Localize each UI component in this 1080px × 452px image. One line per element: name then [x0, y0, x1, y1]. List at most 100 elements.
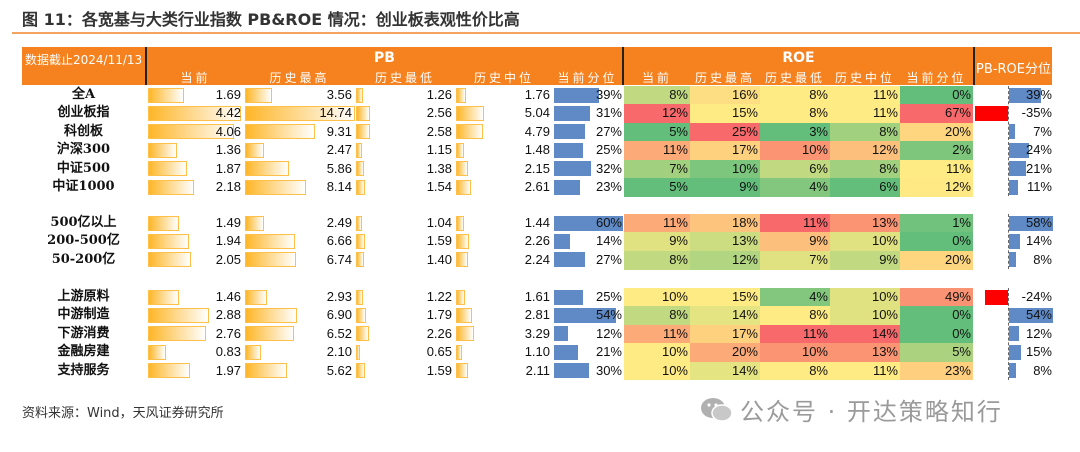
roe-heat-cell	[624, 232, 690, 252]
pbroe-zero-axis	[1008, 86, 1009, 197]
pb-data-bar	[356, 307, 366, 323]
pb-value: 1.49	[215, 215, 241, 230]
roe-heat-cell	[760, 86, 830, 105]
row-label: 中证1000	[52, 179, 115, 194]
pbroe-bar	[1009, 344, 1022, 360]
roe-value: 17%	[731, 142, 758, 158]
roe-value: 11%	[872, 105, 898, 121]
pb-data-bar	[148, 215, 180, 231]
roe-heat-cell	[760, 324, 830, 344]
roe-heat-cell	[830, 306, 900, 326]
roe-heat-cell	[830, 250, 900, 270]
row-label: 500亿以上	[50, 215, 117, 230]
roe-heat-cell	[690, 306, 760, 326]
roe-heat-cell	[624, 324, 690, 344]
pb-value: 2.26	[524, 233, 550, 249]
pb-percentile-bar	[554, 124, 586, 140]
pb-percentile-bar	[554, 252, 586, 268]
pb-value: 2.47	[326, 142, 352, 158]
pb-data-bar	[456, 105, 485, 121]
roe-value: 5%	[669, 179, 688, 194]
roe-value: 8%	[669, 307, 688, 323]
roe-value: 10%	[661, 362, 688, 378]
pbroe-bar	[1009, 161, 1027, 177]
pb-value: 2.88	[215, 307, 241, 323]
pb-value: 2.56	[426, 105, 452, 121]
roe-heat-cell	[830, 141, 900, 161]
pbroe-value: 8%	[1033, 362, 1052, 378]
pb-value: 14.74	[319, 105, 352, 121]
roe-value: 8%	[669, 251, 688, 267]
divider	[145, 47, 147, 85]
pbroe-value: 21%	[1025, 160, 1052, 176]
source-note: 资料来源：Wind，天风证券研究所	[22, 406, 224, 421]
pb-value: 2.18	[215, 179, 241, 194]
pb-data-bar	[356, 289, 363, 305]
roe-heat-cell	[900, 232, 973, 252]
pbroe-bar	[1009, 326, 1019, 342]
pb-value: 2.15	[524, 160, 550, 176]
pb-value: 2.49	[326, 215, 352, 230]
roe-value: 11%	[872, 362, 898, 378]
pb-data-bar	[148, 252, 192, 268]
pb-data-bar	[456, 142, 465, 158]
roe-value: 13%	[731, 233, 758, 249]
pb-data-bar	[356, 233, 365, 249]
pb-value: 6.66	[326, 233, 352, 249]
row-label: 50-200亿	[51, 251, 116, 267]
pb-percentile-value: 25%	[595, 289, 622, 304]
pbroe-value: 8%	[1033, 251, 1052, 267]
roe-value: 5%	[669, 123, 688, 139]
row-label: 下游消费	[57, 325, 110, 341]
pb-data-bar	[356, 363, 365, 379]
roe-value: 6%	[809, 160, 828, 176]
roe-heat-cell	[624, 343, 690, 363]
roe-heat-cell	[900, 214, 973, 233]
pb-data-bar	[245, 161, 290, 177]
pb-data-bar	[456, 326, 475, 342]
roe-heat-cell	[830, 159, 900, 179]
pbroe-value: -24%	[1021, 289, 1052, 304]
roe-heat-cell	[690, 122, 760, 142]
roe-value: 2%	[952, 142, 971, 158]
roe-heat-cell	[900, 324, 973, 344]
row-label: 沪深300	[56, 142, 111, 158]
roe-value: 8%	[809, 87, 828, 102]
roe-value: 6%	[879, 179, 898, 194]
pb-value: 1.48	[524, 142, 550, 158]
roe-value: 7%	[669, 160, 688, 176]
divider	[973, 47, 975, 85]
roe-value: 1%	[952, 215, 971, 230]
pb-value: 4.42	[215, 105, 241, 121]
pb-value: 6.90	[326, 307, 352, 323]
roe-column-header: 当前分位	[906, 71, 967, 85]
pb-data-bar	[148, 179, 194, 195]
pb-value: 1.94	[215, 233, 241, 249]
roe-heat-cell	[900, 361, 973, 381]
roe-value: 25%	[731, 123, 758, 139]
roe-heat-cell	[624, 361, 690, 381]
pb-value: 6.52	[326, 325, 352, 341]
pb-percentile-bar	[554, 307, 617, 323]
pb-data-bar	[356, 252, 364, 268]
roe-heat-cell	[760, 288, 830, 307]
pb-value: 1.44	[524, 215, 550, 230]
pb-value: 1.22	[426, 289, 452, 304]
roe-heat-cell	[830, 361, 900, 381]
roe-value: 14%	[731, 307, 758, 323]
roe-value: 13%	[871, 215, 898, 230]
pb-data-bar	[148, 233, 189, 249]
roe-heat-cell	[760, 214, 830, 233]
pb-value: 1.46	[215, 289, 241, 304]
row-label: 中证500	[56, 160, 111, 176]
roe-value: 10%	[731, 160, 758, 176]
pb-data-bar	[356, 344, 360, 360]
roe-value: 10%	[801, 344, 828, 360]
roe-header: ROE	[624, 47, 973, 85]
pbroe-value: 12%	[1025, 325, 1052, 341]
roe-heat-cell	[760, 122, 830, 142]
pb-data-bar	[356, 124, 371, 140]
roe-value: 8%	[879, 123, 898, 139]
figure-title: 图 11：各宽基与大类行业指数 PB&ROE 情况：创业板表观性价比高	[22, 10, 520, 29]
